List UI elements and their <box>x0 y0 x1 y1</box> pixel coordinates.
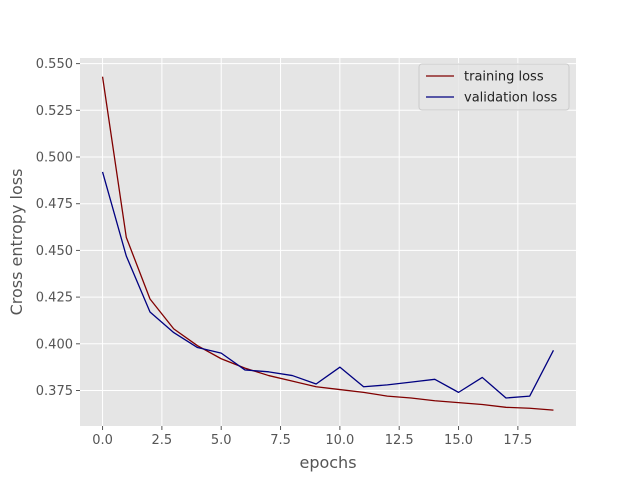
x-tick-label: 2.5 <box>152 433 173 448</box>
y-tick-label: 0.550 <box>36 57 73 72</box>
ticks: 0.0 2.5 5.0 7.5 10.0 12.5 15.0 17.5 0.375 0.400 0.… <box>36 57 533 448</box>
y-tick-label: 0.400 <box>36 337 73 352</box>
x-tick-label: 10.0 <box>325 433 354 448</box>
y-axis-title: Cross entropy loss <box>7 169 26 316</box>
series-line-training-loss <box>101 76 554 411</box>
y-tick-label: 0.375 <box>36 384 73 399</box>
y-tick-label: 0.450 <box>36 244 73 259</box>
x-tick-label: 15.0 <box>444 433 473 448</box>
series-lines <box>101 76 555 411</box>
y-tick-label: 0.425 <box>36 291 73 306</box>
plot-area <box>80 58 576 426</box>
series-line-validation-loss <box>101 171 555 399</box>
y-tick-label: 0.475 <box>36 197 73 212</box>
grid <box>80 58 576 426</box>
legend-box <box>418 63 570 111</box>
y-tick-label: 0.525 <box>36 104 73 119</box>
x-tick-label: 17.5 <box>503 433 532 448</box>
legend-label-training-loss: training loss <box>464 70 544 85</box>
x-tick-label: 5.0 <box>211 433 232 448</box>
legend: training loss validation loss <box>418 63 570 111</box>
x-tick-label: 0.0 <box>92 433 113 448</box>
x-tick-label: 12.5 <box>385 433 414 448</box>
legend-label-validation-loss: validation loss <box>464 91 557 106</box>
x-tick-label: 7.5 <box>270 433 291 448</box>
x-axis-title: epochs <box>299 453 356 472</box>
y-tick-label: 0.500 <box>36 151 73 166</box>
